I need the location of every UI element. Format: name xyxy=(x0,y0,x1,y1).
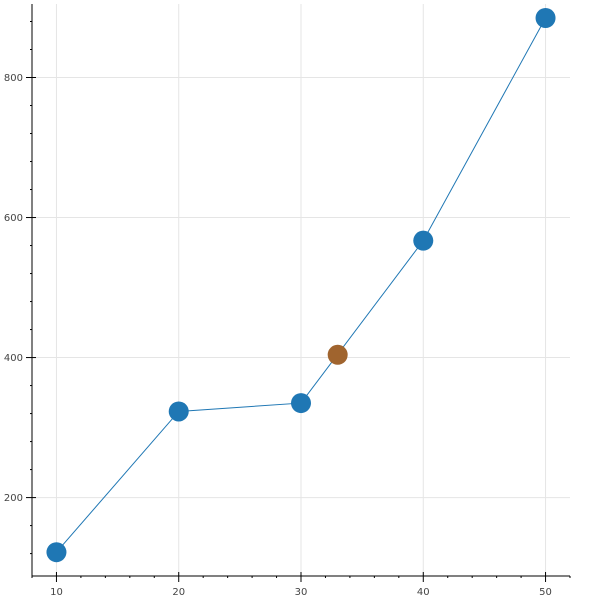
y-tick-label: 600 xyxy=(4,213,23,224)
grid-lines xyxy=(32,4,570,576)
x-tick-label: 50 xyxy=(539,587,552,598)
data-point xyxy=(535,8,556,29)
y-tick-label: 200 xyxy=(4,493,23,504)
data-points xyxy=(46,8,556,563)
data-point xyxy=(46,542,67,563)
axes: 10 20 30 40 50 200 400 600 800 xyxy=(4,4,571,598)
y-tick-label: 400 xyxy=(4,353,23,364)
x-tick-label: 20 xyxy=(172,587,185,598)
x-tick-label: 40 xyxy=(417,587,430,598)
x-tick-label: 10 xyxy=(50,587,63,598)
y-tick-label: 800 xyxy=(4,73,23,84)
x-tick-label: 30 xyxy=(295,587,308,598)
data-point xyxy=(413,230,434,251)
data-point xyxy=(291,393,311,414)
highlight-point xyxy=(327,344,348,365)
data-point xyxy=(168,401,189,422)
